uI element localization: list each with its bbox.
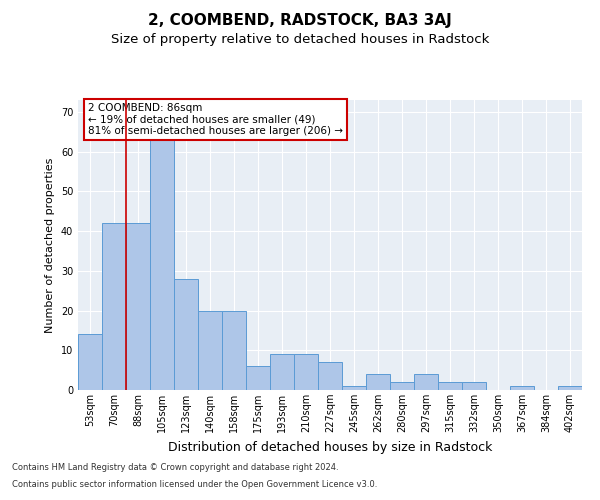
Y-axis label: Number of detached properties: Number of detached properties (45, 158, 55, 332)
Text: Contains HM Land Registry data © Crown copyright and database right 2024.: Contains HM Land Registry data © Crown c… (12, 464, 338, 472)
Bar (390, 382, 414, 390)
Bar (294, 354, 318, 390)
Bar (102, 223, 126, 390)
Bar (438, 382, 462, 390)
Bar (342, 386, 366, 390)
Bar (414, 374, 438, 390)
Text: Size of property relative to detached houses in Radstock: Size of property relative to detached ho… (111, 32, 489, 46)
Bar (510, 386, 534, 390)
Text: 2, COOMBEND, RADSTOCK, BA3 3AJ: 2, COOMBEND, RADSTOCK, BA3 3AJ (148, 12, 452, 28)
Bar (366, 374, 390, 390)
Bar (270, 354, 294, 390)
Text: 2 COOMBEND: 86sqm
← 19% of detached houses are smaller (49)
81% of semi-detached: 2 COOMBEND: 86sqm ← 19% of detached hous… (88, 103, 343, 136)
Bar (462, 382, 486, 390)
Bar (150, 132, 174, 390)
Bar (558, 386, 582, 390)
Text: Contains public sector information licensed under the Open Government Licence v3: Contains public sector information licen… (12, 480, 377, 489)
X-axis label: Distribution of detached houses by size in Radstock: Distribution of detached houses by size … (168, 440, 492, 454)
Bar (222, 310, 246, 390)
Bar (126, 223, 150, 390)
Bar (318, 362, 342, 390)
Bar (78, 334, 102, 390)
Bar (198, 310, 222, 390)
Bar (174, 279, 198, 390)
Bar (246, 366, 270, 390)
